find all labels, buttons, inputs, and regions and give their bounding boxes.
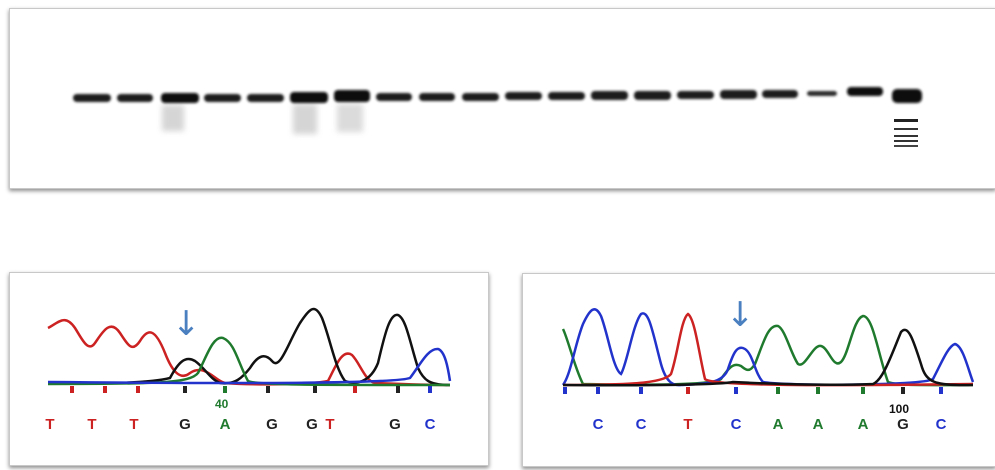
trace-T: [562, 312, 974, 387]
base-letter: C: [593, 416, 604, 433]
gel-band: [204, 94, 241, 102]
gel-band: [762, 90, 798, 98]
base-letter: T: [87, 416, 96, 433]
gel-band: [290, 92, 328, 103]
ladder-band: [894, 135, 918, 137]
chromatogram-right-panel: 100 ↓ C C T C A A A G C: [522, 273, 995, 467]
base-letter: T: [325, 416, 334, 433]
gel-band: [117, 94, 153, 102]
gel-band: [677, 91, 714, 99]
gel-smear: [337, 104, 363, 132]
gel-band: [376, 93, 412, 101]
ladder-band: [894, 145, 918, 147]
gel-band: [334, 90, 370, 102]
gel-band: [847, 87, 883, 96]
ladder-band: [894, 128, 918, 130]
gel-band: [419, 93, 455, 101]
gel-band: [720, 90, 757, 99]
gel-band: [548, 92, 585, 100]
base-letter: G: [306, 416, 318, 433]
trace-T: [47, 318, 451, 387]
gel-image-panel: [9, 8, 995, 189]
trace-A: [561, 314, 974, 387]
gel-band: [591, 91, 628, 100]
gel-band: [807, 91, 837, 96]
base-letter: T: [45, 416, 54, 433]
trace-A: [47, 336, 451, 387]
mutation-arrow-icon: ↓: [726, 295, 755, 335]
chromatogram-right: 100 ↓ C C T C A A A G C: [561, 295, 975, 433]
position-label: 100: [889, 402, 909, 416]
base-letter: C: [636, 416, 647, 433]
trace-C: [561, 308, 975, 387]
base-letter: G: [389, 416, 401, 433]
dna-ladder: [892, 89, 922, 147]
gel-band: [505, 92, 542, 100]
base-letter: T: [683, 416, 692, 433]
base-letter: C: [731, 416, 742, 433]
gel-band: [161, 93, 199, 103]
base-letter: A: [220, 416, 231, 433]
trace-G: [562, 328, 974, 387]
gel-smear: [293, 104, 317, 134]
base-letter: G: [179, 416, 191, 433]
mutation-arrow-icon: ↓: [172, 304, 201, 344]
gel-image: [73, 87, 922, 147]
base-letter: C: [425, 416, 436, 433]
position-label: 40: [215, 397, 229, 411]
base-letter: A: [858, 416, 869, 433]
trace-G: [47, 307, 451, 387]
gel-band: [247, 94, 284, 102]
gel-band: [73, 94, 111, 102]
base-letter: A: [813, 416, 824, 433]
ladder-band: [894, 119, 918, 122]
base-letter: G: [266, 416, 278, 433]
base-letter: A: [773, 416, 784, 433]
base-letter: T: [129, 416, 138, 433]
base-letter: C: [936, 416, 947, 433]
gel-smear: [162, 105, 184, 131]
gel-band: [462, 93, 499, 101]
ladder-band: [892, 89, 922, 103]
base-letter: G: [897, 416, 909, 433]
ladder-band: [894, 140, 918, 142]
gel-band: [634, 91, 671, 100]
trace-C: [47, 347, 452, 385]
